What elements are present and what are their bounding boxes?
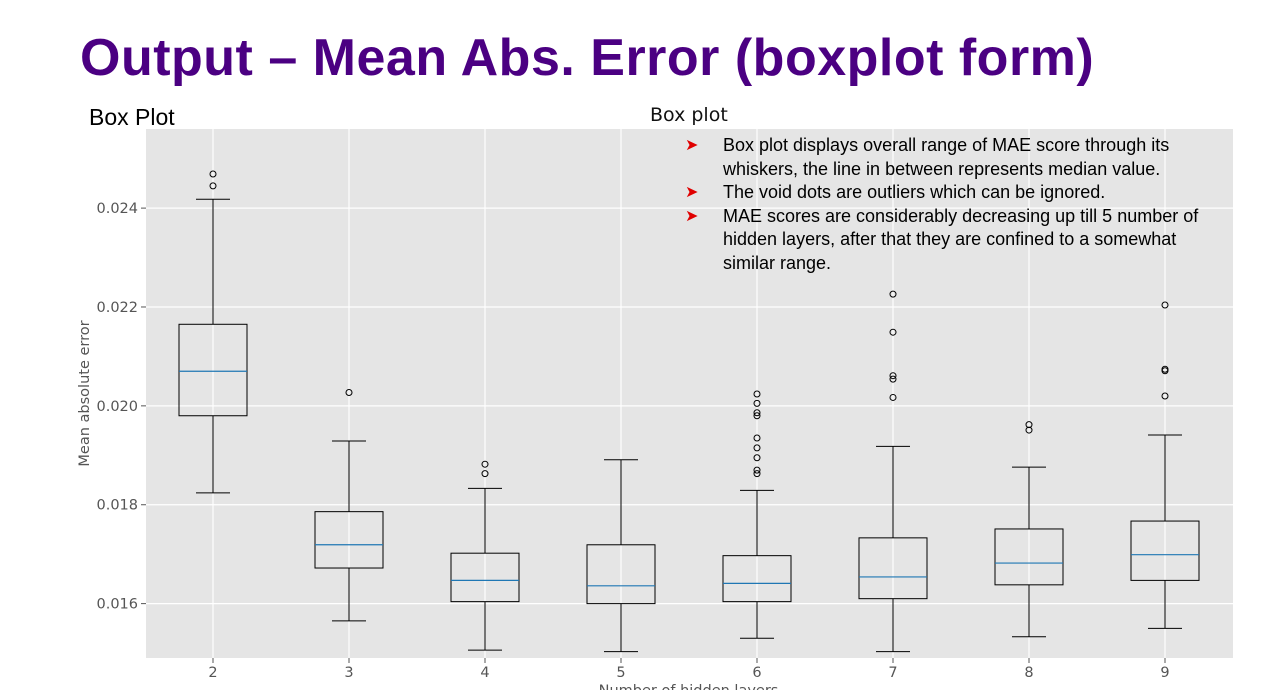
outlier-point: [753, 466, 761, 474]
x-tick-label: 6: [752, 665, 761, 681]
outlier-point: [753, 454, 761, 462]
plot-area: [146, 129, 1233, 658]
outlier-point: [481, 470, 489, 478]
outlier-point: [889, 375, 897, 383]
outlier-point: [1161, 392, 1169, 400]
y-tick-label: 0.020: [96, 399, 138, 415]
box: [586, 544, 656, 605]
slide-title: Output – Mean Abs. Error (boxplot form): [80, 29, 1095, 87]
x-tick-label: 2: [208, 665, 217, 681]
outlier-point: [1161, 365, 1169, 373]
note-text: MAE scores are considerably decreasing u…: [723, 205, 1199, 273]
outlier-point: [889, 328, 897, 336]
note-item: ➤ The void dots are outliers which can b…: [685, 181, 1230, 205]
box: [858, 537, 928, 600]
box: [450, 552, 520, 603]
outlier-point: [209, 182, 217, 190]
note-text: The void dots are outliers which can be …: [723, 182, 1106, 202]
arrowhead-icon: ➤: [685, 184, 699, 201]
outlier-point: [889, 393, 897, 401]
arrowhead-icon: ➤: [685, 207, 699, 225]
box: [314, 511, 384, 569]
outlier-point: [209, 170, 217, 178]
x-tick-label: 8: [1024, 665, 1033, 681]
x-axis-label: Number of hidden layers: [599, 683, 779, 690]
y-tick-label: 0.022: [96, 300, 138, 316]
x-tick-label: 7: [888, 665, 897, 681]
outlier-point: [481, 460, 489, 468]
box: [722, 555, 792, 603]
y-tick-label: 0.024: [96, 201, 138, 217]
x-tick-label: 5: [616, 665, 625, 681]
outlier-point: [889, 290, 897, 298]
y-axis-label: Mean absolute error: [77, 320, 93, 466]
box-plot-label: Box Plot: [89, 104, 175, 130]
outlier-point: [1025, 426, 1033, 434]
outlier-point: [1025, 421, 1033, 429]
note-item: ➤ Box plot displays overall range of MAE…: [685, 134, 1230, 181]
arrowhead-icon: ➤: [685, 137, 699, 154]
note-item: ➤ MAE scores are considerably decreasing…: [685, 205, 1230, 276]
box: [178, 323, 248, 417]
outlier-point: [1161, 301, 1169, 309]
outlier-point: [753, 412, 761, 420]
outlier-point: [345, 389, 353, 397]
note-text: Box plot displays overall range of MAE s…: [723, 135, 1170, 179]
y-tick-label: 0.018: [96, 498, 138, 514]
chart-title: Box plot: [650, 104, 728, 126]
outlier-point: [753, 434, 761, 442]
x-tick-label: 4: [480, 665, 489, 681]
outlier-point: [753, 399, 761, 407]
outlier-point: [753, 444, 761, 452]
outlier-point: [753, 390, 761, 398]
x-tick-label: 3: [344, 665, 353, 681]
y-tick-label: 0.016: [96, 597, 138, 613]
box: [1130, 520, 1200, 581]
outlier-point: [753, 470, 761, 478]
outlier-point: [753, 409, 761, 417]
outlier-point: [889, 372, 897, 380]
box: [994, 528, 1064, 586]
x-tick-label: 9: [1160, 665, 1169, 681]
notes-list: ➤ Box plot displays overall range of MAE…: [685, 134, 1230, 275]
